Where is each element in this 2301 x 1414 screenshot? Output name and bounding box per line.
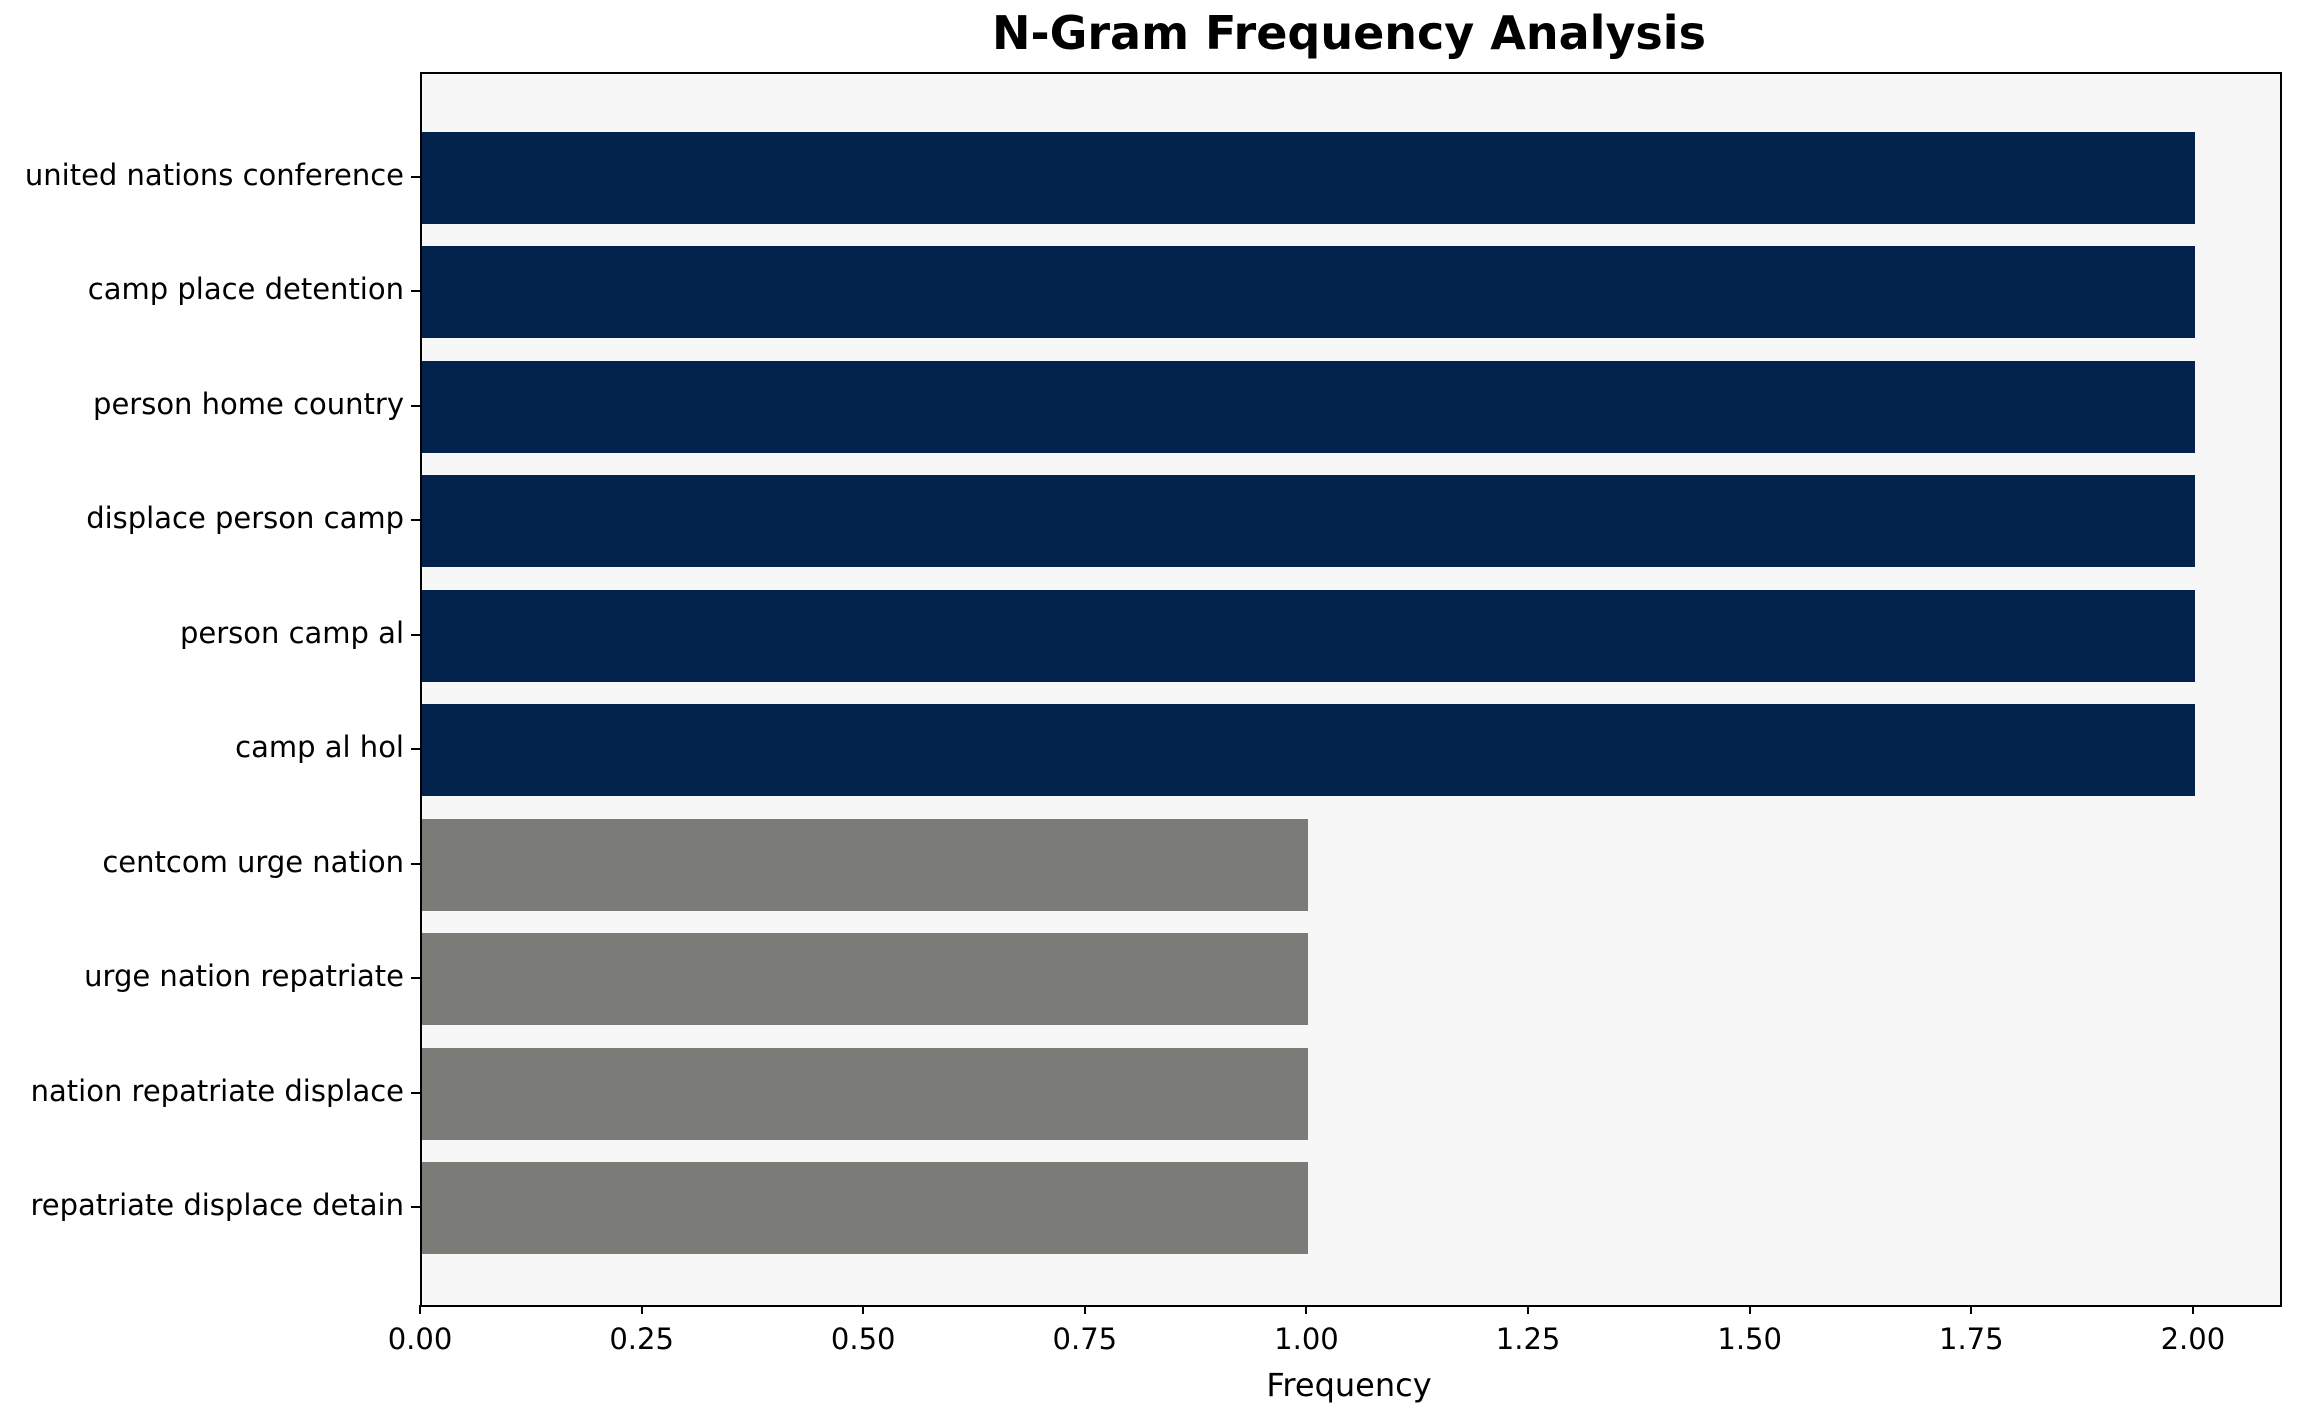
y-tick-mark <box>411 748 420 751</box>
y-tick-mark <box>411 1205 420 1208</box>
x-tick-mark <box>2191 1305 2194 1314</box>
y-tick-label: centcom urge nation <box>102 844 404 879</box>
x-tick-label: 1.25 <box>1495 1322 1561 1356</box>
x-tick-mark <box>1527 1305 1530 1314</box>
y-tick-mark <box>411 290 420 293</box>
bar-united-nations-conference <box>422 132 2195 224</box>
chart-title: N-Gram Frequency Analysis <box>992 6 1706 60</box>
y-tick-label: united nations conference <box>24 158 404 192</box>
x-tick-mark <box>1748 1305 1751 1314</box>
y-tick-mark <box>411 862 420 865</box>
x-tick-label: 1.50 <box>1717 1322 1782 1356</box>
y-tick-mark <box>411 404 420 407</box>
bar-person-home-country <box>422 360 2195 453</box>
y-tick-label: nation repatriate displace <box>30 1073 404 1108</box>
bar-camp-place-detention <box>422 246 2195 339</box>
x-tick-mark <box>1970 1305 1973 1314</box>
y-tick-mark <box>411 977 420 980</box>
bar-nation-repatriate-displace <box>422 1047 1309 1140</box>
y-tick-label: person camp al <box>179 615 404 650</box>
x-tick-label: 0.50 <box>830 1322 896 1356</box>
y-tick-label: camp place detention <box>87 272 404 307</box>
plot-area <box>420 72 2282 1307</box>
y-tick-label: person home country <box>93 386 404 421</box>
x-tick-mark <box>640 1305 643 1314</box>
bar-centcom-urge-nation <box>422 818 1309 911</box>
x-tick-label: 1.00 <box>1274 1322 1339 1356</box>
bar-displace-person-camp <box>422 475 2195 568</box>
y-tick-label: urge nation repatriate <box>84 959 404 994</box>
x-tick-label: 0.00 <box>387 1322 453 1356</box>
bar-camp-al-hol <box>422 704 2195 797</box>
bar-person-camp-al <box>422 589 2195 682</box>
x-tick-label: 0.75 <box>1052 1322 1118 1356</box>
x-axis-label: Frequency <box>1266 1366 1432 1404</box>
x-tick-mark <box>1305 1305 1308 1314</box>
y-tick-mark <box>411 519 420 522</box>
y-tick-mark <box>411 1091 420 1094</box>
y-tick-mark <box>411 176 420 178</box>
x-tick-mark <box>1083 1305 1086 1314</box>
y-tick-label: camp al hol <box>235 730 404 765</box>
x-tick-label: 0.25 <box>609 1322 674 1356</box>
x-tick-mark <box>862 1305 865 1314</box>
x-tick-label: 1.75 <box>1938 1322 2004 1356</box>
y-tick-label: repatriate displace detain <box>30 1187 404 1222</box>
y-tick-mark <box>411 633 420 636</box>
x-tick-label: 2.00 <box>2160 1322 2226 1356</box>
y-tick-label: displace person camp <box>86 501 404 536</box>
bar-urge-nation-repatriate <box>422 933 1309 1026</box>
bar-repatriate-displace-detain <box>422 1161 1309 1254</box>
x-tick-mark <box>419 1305 421 1314</box>
